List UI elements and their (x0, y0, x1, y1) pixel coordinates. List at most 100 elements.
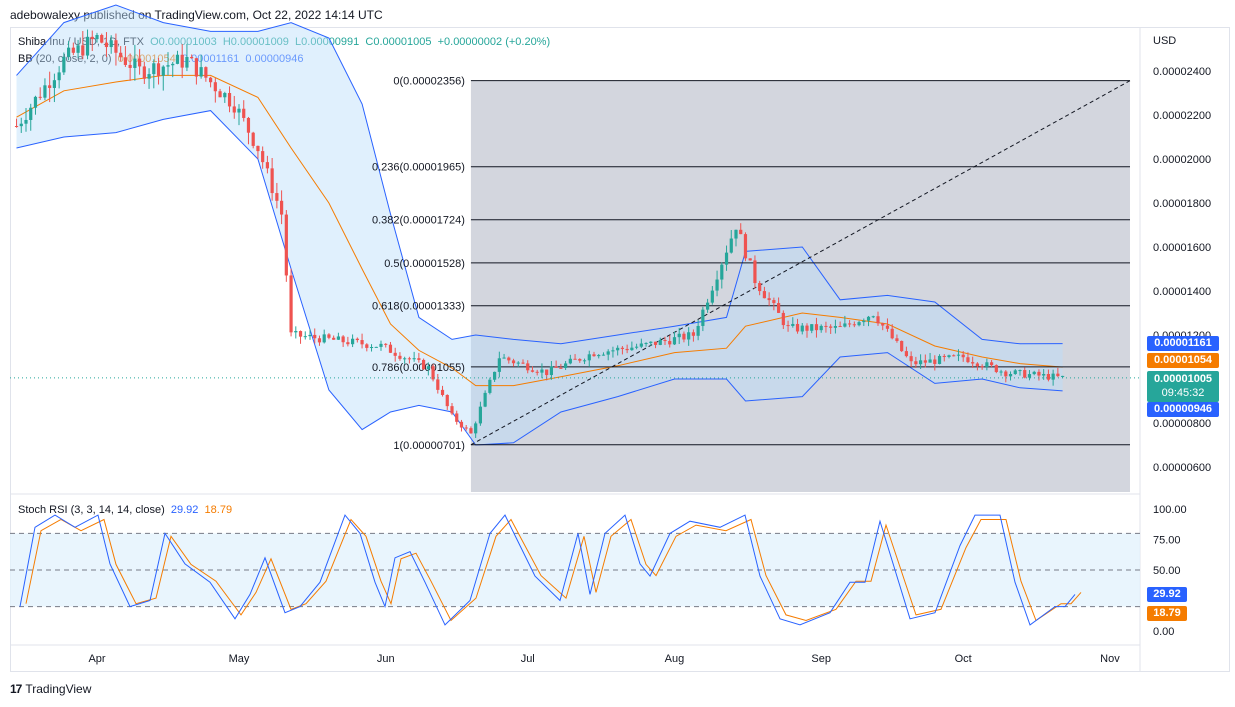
bb-mid-tag: 0.00001054 (1147, 353, 1219, 368)
candle-body (900, 340, 904, 352)
candle-body (838, 326, 842, 328)
candle-body (980, 366, 984, 368)
candle-body (209, 77, 213, 83)
candle-body (355, 338, 359, 341)
candle-body (341, 336, 345, 343)
candle-body (616, 347, 620, 351)
footer-brand[interactable]: 17 TradingView (10, 682, 91, 696)
candle-body (1042, 374, 1046, 376)
candle-body (819, 325, 823, 331)
candle-body (417, 358, 421, 360)
candle-body (668, 341, 672, 345)
candle-body (578, 359, 582, 361)
candle-body (317, 338, 322, 343)
candle-body (497, 358, 501, 372)
candle-body (374, 346, 378, 348)
candle-body (488, 379, 492, 393)
candle-body (658, 339, 662, 345)
candle-body (762, 291, 766, 299)
candle-body (715, 279, 719, 291)
candle-body (630, 347, 634, 351)
candle-body (895, 338, 899, 341)
candle-body (412, 358, 416, 360)
candle-body (114, 40, 118, 53)
candle-body (843, 323, 847, 327)
candle-body (701, 309, 705, 326)
candle-body (459, 421, 464, 428)
candle-body (289, 275, 293, 333)
candle-body (270, 168, 274, 194)
candle-body (885, 325, 890, 329)
candle-body (403, 358, 407, 360)
candle-body (29, 107, 33, 120)
stoch-d-value: 18.79 (204, 504, 233, 516)
candle-body (298, 331, 303, 337)
candle-body (985, 362, 989, 367)
candle-body (956, 354, 961, 356)
candle-body (76, 45, 80, 53)
candle-body (90, 36, 94, 40)
candle-body (275, 193, 279, 201)
fib-level-label: 0.382(0.00001724) (372, 215, 465, 227)
candle-body (767, 298, 771, 301)
candle-body (758, 283, 762, 292)
candle-body (469, 428, 473, 434)
stoch-axis-tick: 0.00 (1153, 626, 1174, 638)
candle-body (914, 361, 918, 365)
candle-body (653, 341, 658, 345)
last-price-tag: 0.00001005 09:45:32 (1147, 371, 1219, 402)
candle-body (1013, 370, 1017, 374)
candle-body (706, 302, 710, 310)
candle-body (109, 40, 113, 48)
candle-body (582, 360, 587, 362)
candle-body (213, 82, 217, 92)
candle-body (119, 52, 123, 58)
candle-body (280, 200, 284, 215)
time-axis-label: May (229, 653, 250, 665)
candle-body (175, 54, 180, 64)
candle-body (369, 347, 374, 349)
time-axis-label: Sep (811, 653, 831, 665)
candle-body (644, 342, 648, 344)
candle-body (904, 351, 908, 357)
price-axis-tick: 0.00001600 (1153, 242, 1211, 254)
candle-body (743, 234, 748, 259)
candle-body (516, 362, 520, 364)
candle-body (734, 229, 738, 239)
candle-body (147, 74, 151, 79)
candle-body (227, 93, 232, 107)
candle-body (422, 359, 426, 370)
candle-body (62, 56, 66, 73)
candle-body (748, 258, 752, 261)
candle-body (559, 367, 563, 369)
candle-body (256, 145, 260, 152)
candle-body (606, 351, 610, 355)
candle-body (81, 45, 85, 56)
candle-body (332, 337, 336, 340)
candle-body (493, 371, 497, 380)
candle-body (19, 123, 23, 127)
candle-body (199, 67, 203, 77)
candle-body (597, 355, 601, 357)
candle-body (313, 334, 317, 339)
candle-body (535, 371, 539, 373)
candle-body (194, 58, 198, 77)
candle-body (672, 337, 677, 345)
candle-body (336, 336, 340, 340)
candle-body (1061, 375, 1065, 377)
stoch-legend[interactable]: Stoch RSI (3, 3, 14, 14, close) 29.92 18… (18, 504, 232, 516)
candle-body (327, 334, 331, 338)
candle-body (48, 85, 52, 88)
candle-body (791, 323, 795, 326)
candle-body (928, 359, 932, 363)
candle-body (1023, 370, 1027, 378)
candle-body (1004, 371, 1008, 377)
candle-body (14, 126, 19, 127)
candle-body (455, 413, 459, 422)
fib-level-label: 0(0.00002356) (393, 76, 465, 88)
stoch-k-line (19, 514, 1076, 626)
price-axis-tick: 0.00000800 (1153, 418, 1211, 430)
fib-level-label: 0.236(0.00001965) (372, 162, 465, 174)
candle-body (530, 370, 535, 372)
